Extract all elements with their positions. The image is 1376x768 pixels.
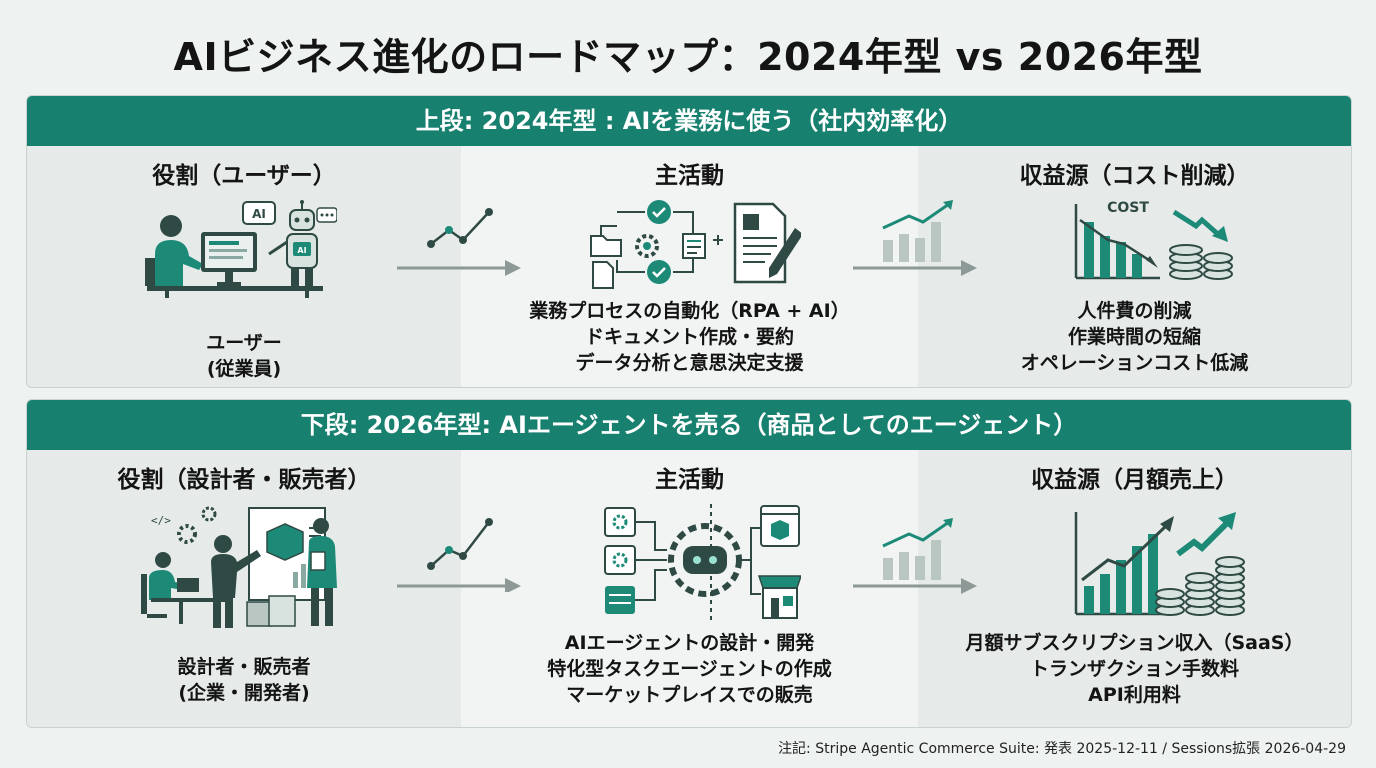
panel-2026: 下段: 2026年型: AIエージェントを売る（商品としてのエージェント） 役割… bbox=[26, 399, 1352, 728]
trend-up-line bbox=[1081, 524, 1168, 582]
check-circle-icon bbox=[647, 200, 671, 224]
desk-icon bbox=[147, 286, 323, 291]
user-person-icon bbox=[145, 215, 203, 286]
svg-text:AI: AI bbox=[297, 246, 306, 255]
activity-heading-2024: 主活動 bbox=[655, 163, 724, 189]
bar-icon bbox=[1116, 242, 1126, 278]
check-circle-icon bbox=[647, 260, 671, 284]
role-line: 設計者・販売者 bbox=[177, 656, 311, 678]
document-list-icon bbox=[682, 233, 706, 259]
bar-icon bbox=[1100, 574, 1110, 614]
gear-icon bbox=[604, 545, 636, 575]
activity-line: ドキュメント作成・要約 bbox=[584, 326, 794, 348]
role-heading-2024: 役割（ユーザー） bbox=[152, 163, 336, 189]
document-with-pen-icon bbox=[733, 202, 801, 284]
bar-icon bbox=[1132, 254, 1142, 278]
user-at-computer-with-robot-illustration: AI AI bbox=[145, 200, 337, 298]
cost-label: COST bbox=[1107, 200, 1149, 216]
bar-icon bbox=[1132, 546, 1142, 614]
bar-icon bbox=[1084, 586, 1094, 614]
panel-2024: 上段: 2024年型 : AIを業務に使う（社内効率化） 役割（ユーザー） bbox=[26, 95, 1352, 388]
revenue-line: 作業時間の短縮 bbox=[1067, 326, 1201, 348]
activity-line: データ分析と意思決定支援 bbox=[575, 352, 804, 374]
role-text-2026: 設計者・販売者 (企業・開発者) bbox=[27, 654, 461, 706]
revenue-line: API利用料 bbox=[1088, 684, 1181, 706]
role-column-2026: 役割（設計者・販売者） </> bbox=[27, 450, 461, 727]
revenue-text-2024: 人件費の削減 作業時間の短縮 オペレーションコスト低減 bbox=[918, 298, 1351, 376]
robot-icon: AI bbox=[268, 200, 318, 286]
coin-stack-icon bbox=[1155, 556, 1245, 616]
bar-icon bbox=[1100, 236, 1110, 278]
revenue-line: トランザクション手数料 bbox=[1029, 658, 1239, 680]
banner-2024: 上段: 2024年型 : AIを業務に使う（社内効率化） bbox=[27, 96, 1351, 146]
banner-2026: 下段: 2026年型: AIエージェントを売る（商品としてのエージェント） bbox=[27, 400, 1351, 450]
revenue-line: 人件費の削減 bbox=[1077, 300, 1192, 322]
presenter-person-icon bbox=[211, 535, 261, 628]
activity-column-2024: 主活動 bbox=[461, 146, 918, 387]
activity-line: 業務プロセスの自動化（RPA + AI） bbox=[529, 300, 850, 322]
gear-icon bbox=[177, 506, 217, 544]
activity-line: 特化型タスクエージェントの作成 bbox=[547, 658, 832, 680]
file-icon bbox=[592, 261, 614, 289]
role-text-2024: ユーザー (従業員) bbox=[27, 330, 461, 382]
robot-agent-icon bbox=[668, 523, 742, 597]
activity-line: AIエージェントの設計・開発 bbox=[564, 632, 815, 654]
growth-revenue-illustration bbox=[1074, 512, 1245, 616]
role-line: (企業・開発者) bbox=[178, 682, 310, 704]
ai-speech-bubble-icon: AI bbox=[242, 201, 276, 225]
role-line: ユーザー bbox=[206, 332, 282, 354]
revenue-line: オペレーションコスト低減 bbox=[1020, 352, 1249, 374]
developer-person-icon bbox=[141, 552, 199, 624]
activity-column-2026: 主活動 bbox=[461, 450, 918, 727]
up-arrow-icon bbox=[1176, 519, 1231, 557]
cost-reduction-chart-illustration: COST bbox=[1074, 200, 1233, 280]
down-arrow-icon bbox=[1172, 209, 1222, 238]
flow-arrow-icon bbox=[397, 518, 521, 592]
folder-icon bbox=[590, 235, 622, 257]
footnote: 注記: Stripe Agentic Commerce Suite: 発表 20… bbox=[778, 741, 1346, 757]
role-line: (従業員) bbox=[206, 358, 282, 380]
product-window-icon bbox=[760, 505, 800, 547]
chat-bubble-icon bbox=[316, 207, 337, 223]
revenue-heading-2026: 収益源（月額売上） bbox=[1031, 467, 1238, 493]
growth-arrow-icon bbox=[853, 200, 977, 276]
gear-icon bbox=[635, 234, 659, 258]
desk-icon bbox=[171, 598, 231, 602]
revenue-text-2026: 月額サブスクリプション収入（SaaS） トランザクション手数料 API利用料 bbox=[918, 630, 1351, 708]
revenue-line: 月額サブスクリプション収入（SaaS） bbox=[965, 632, 1304, 654]
package-box-icon bbox=[246, 595, 296, 627]
growth-arrow-icon bbox=[853, 518, 977, 594]
plus-icon bbox=[713, 235, 723, 245]
role-column-2024: 役割（ユーザー） bbox=[27, 146, 461, 387]
trend-down-line bbox=[1079, 218, 1153, 264]
flow-arrow-icon bbox=[397, 208, 521, 276]
seller-person-icon bbox=[307, 518, 337, 626]
page-title: AIビジネス進化のロードマップ：2024年型 vs 2026年型 bbox=[173, 35, 1203, 79]
svg-text:AI: AI bbox=[252, 207, 266, 221]
coin-stack-icon bbox=[1169, 244, 1233, 280]
activity-line: マーケットプレイスでの販売 bbox=[566, 684, 813, 706]
monitor-icon bbox=[201, 232, 257, 286]
revenue-heading-2024: 収益源（コスト削減） bbox=[1019, 163, 1250, 189]
agent-hub-illustration bbox=[604, 504, 801, 620]
gear-icon bbox=[604, 507, 636, 537]
code-icon: </> bbox=[151, 514, 171, 527]
bar-icon bbox=[1148, 534, 1158, 614]
bar-icon bbox=[1084, 222, 1094, 278]
activity-heading-2026: 主活動 bbox=[655, 467, 724, 493]
designers-and-sellers-illustration: </> bbox=[141, 506, 337, 628]
bar-icon bbox=[1116, 560, 1126, 614]
activity-text-2026: AIエージェントの設計・開発 特化型タスクエージェントの作成 マーケットプレイス… bbox=[461, 630, 918, 708]
marketplace-store-icon bbox=[757, 575, 801, 619]
revenue-column-2024: 収益源（コスト削減） COST 人件費の削減 bbox=[918, 146, 1351, 387]
role-heading-2026: 役割（設計者・販売者） bbox=[117, 467, 371, 493]
automation-workflow-illustration bbox=[590, 200, 801, 289]
revenue-column-2026: 収益源（月額売上） 月額サブスクリプション収入（SaaS） トランザクション手数… bbox=[918, 450, 1351, 727]
activity-text-2024: 業務プロセスの自動化（RPA + AI） ドキュメント作成・要約 データ分析と意… bbox=[461, 298, 918, 376]
database-icon bbox=[605, 586, 635, 614]
